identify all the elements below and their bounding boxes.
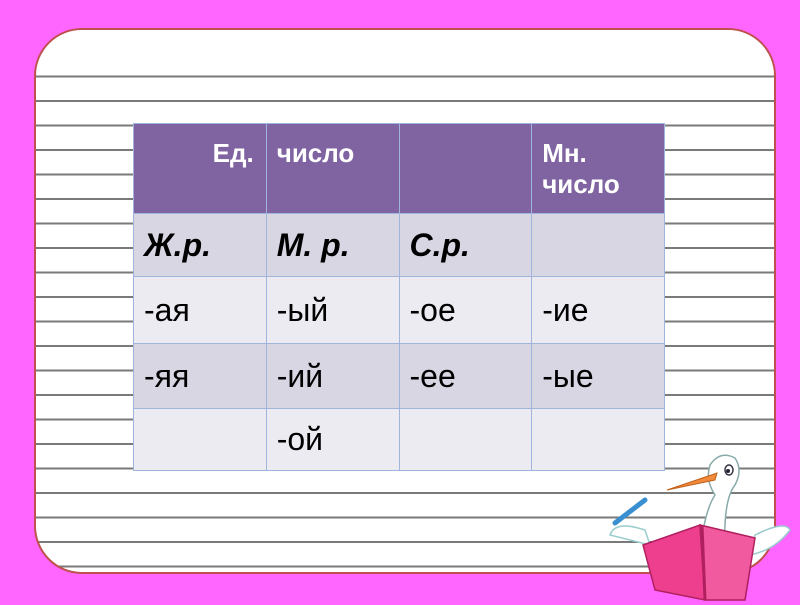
table-cell: Ж.р. (133, 213, 267, 277)
adjective-endings-table: Ед. число Мн. число Ж.р. М. р. С.р. -ая … (133, 123, 665, 471)
table-cell: -ее (398, 343, 533, 409)
stork-reading-book-illustration (609, 454, 791, 601)
table-cell (531, 213, 665, 277)
table-cell (398, 408, 533, 471)
table-cell: -ая (133, 276, 267, 344)
table-cell: -ие (531, 276, 665, 344)
table-row: -яя -ий -ее -ые (133, 343, 665, 409)
table-cell (133, 408, 267, 471)
table-cell: М. р. (265, 213, 400, 277)
table-cell: -ий (265, 343, 400, 409)
table-cell: -ый (265, 276, 400, 344)
panel-top-margin (36, 30, 774, 72)
table-header-row: Ед. число Мн. число (133, 123, 665, 214)
table-cell: -яя (133, 343, 267, 409)
header-cell: Мн. число (531, 123, 665, 214)
table-cell: -ые (531, 343, 665, 409)
table-cell: -ое (398, 276, 533, 344)
table-cell: С.р. (398, 213, 533, 277)
header-cell: Ед. (133, 123, 267, 214)
table-row: -ая -ый -ое -ие (133, 276, 665, 344)
header-cell (398, 123, 533, 214)
table-row: -ой (133, 408, 665, 471)
table-cell (531, 408, 665, 471)
table-row: Ж.р. М. р. С.р. (133, 213, 665, 277)
table-cell: -ой (265, 408, 400, 471)
header-cell: число (265, 123, 400, 214)
